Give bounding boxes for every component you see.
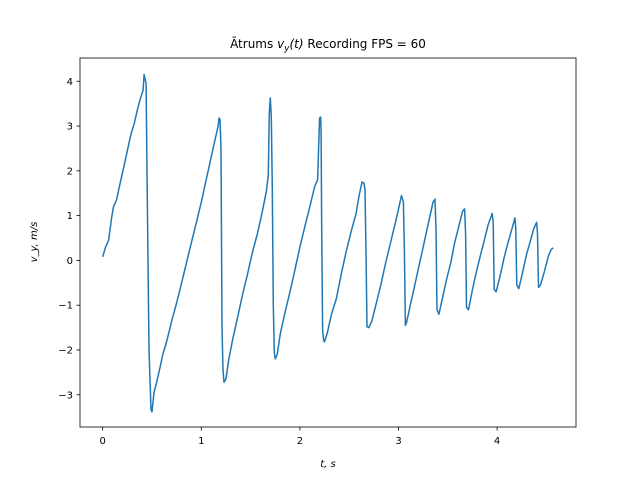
x-tick-label: 4 bbox=[494, 436, 500, 447]
x-tick-label: 0 bbox=[99, 436, 105, 447]
y-tick-label: 1 bbox=[67, 211, 73, 222]
y-tick-label: −1 bbox=[58, 301, 73, 312]
y-tick-label: 4 bbox=[67, 77, 73, 88]
title-arg: (t) bbox=[290, 37, 304, 51]
plot-area bbox=[101, 73, 554, 413]
y-tick-label: −3 bbox=[58, 390, 73, 401]
y-tick-label: 2 bbox=[67, 166, 73, 177]
x-tick-label: 3 bbox=[395, 436, 401, 447]
title-suffix: Recording FPS = 60 bbox=[304, 37, 426, 51]
y-tick-label: −2 bbox=[58, 345, 73, 356]
series-line-0 bbox=[101, 73, 554, 413]
title-sub: y bbox=[283, 44, 290, 54]
plot-frame bbox=[79, 57, 577, 428]
y-tick-label: 0 bbox=[67, 256, 73, 267]
x-tick-label: 1 bbox=[198, 436, 204, 447]
title-prefix: Ātrums bbox=[230, 37, 277, 51]
y-tick-label: 3 bbox=[67, 122, 73, 133]
x-axis-label: t, s bbox=[320, 459, 336, 470]
x-tick-label: 2 bbox=[297, 436, 303, 447]
chart-title: Ātrums vy(t) Recording FPS = 60 bbox=[230, 37, 426, 54]
axis-ticks: 0 1 2 3 4 −3 −2 −1 0 1 2 3 4 bbox=[58, 77, 500, 447]
y-axis-label: v_y, m/s bbox=[29, 222, 40, 263]
title-v: v bbox=[277, 37, 285, 51]
